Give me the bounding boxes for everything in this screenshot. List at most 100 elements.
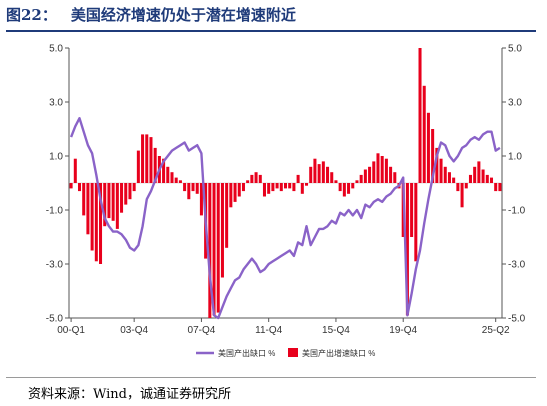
bar xyxy=(174,177,178,183)
bar xyxy=(380,156,384,183)
bar xyxy=(321,161,325,183)
bar xyxy=(145,134,149,183)
bar xyxy=(267,183,271,194)
x-tick-label: 03-Q4 xyxy=(120,325,148,336)
y2-tick-label: 5.0 xyxy=(508,44,522,55)
chart: 5.0 3.0 1.0 -1.0 -3.0 -5.0 5.0 3.0 1.0 -1.0 -3.0 -5… xyxy=(46,44,526,359)
bar xyxy=(225,183,229,248)
x-tick-label: 11-Q4 xyxy=(255,325,282,336)
bar xyxy=(426,112,430,183)
bar xyxy=(254,172,258,183)
bar xyxy=(485,174,489,183)
bar xyxy=(82,183,86,216)
y-tick-label: 5.0 xyxy=(49,44,63,55)
bar xyxy=(275,183,279,189)
bar xyxy=(368,166,372,183)
bar xyxy=(296,174,300,183)
bar xyxy=(191,183,195,192)
y2-tick-label: -3.0 xyxy=(508,260,526,271)
bar xyxy=(342,183,346,197)
bar xyxy=(389,166,393,183)
bar xyxy=(187,183,191,200)
bar xyxy=(443,166,447,183)
line-path xyxy=(69,116,501,320)
bar xyxy=(300,183,304,194)
y2-tick-label: -1.0 xyxy=(508,206,526,217)
bar xyxy=(376,153,380,183)
bar xyxy=(359,174,363,183)
tick-labels: 5.0 3.0 1.0 -1.0 -3.0 -5.0 5.0 3.0 1.0 -1.0 -3.0 -5… xyxy=(46,44,526,337)
bar xyxy=(250,174,254,183)
bar xyxy=(166,166,170,183)
bar xyxy=(229,183,233,208)
bar xyxy=(128,183,132,200)
bar xyxy=(393,172,397,183)
figure-title: 图22： 美国经济增速仍处于潜在增速附近 xyxy=(6,4,296,25)
bar xyxy=(115,183,119,229)
bar xyxy=(124,183,128,205)
source-note: 资料来源：Wind，诚通证券研究所 xyxy=(28,387,231,402)
bar xyxy=(439,158,443,183)
bar xyxy=(456,183,460,192)
bar xyxy=(338,183,342,192)
bar xyxy=(233,183,237,202)
bar xyxy=(136,150,140,183)
y2-tick-label: 3.0 xyxy=(508,98,522,109)
bar xyxy=(473,166,477,183)
bar xyxy=(431,129,435,183)
bar xyxy=(283,183,288,189)
bar xyxy=(477,161,481,183)
bar xyxy=(241,183,245,192)
figure-title-text: 美国经济增速仍处于潜在增速附近 xyxy=(70,6,296,24)
bar xyxy=(372,161,376,183)
bar xyxy=(418,48,422,183)
legend-label-growth-gap: 美国产出增速缺口 % xyxy=(302,348,375,358)
bar xyxy=(405,183,409,316)
bar xyxy=(292,183,296,192)
y-tick-label: 1.0 xyxy=(49,152,63,163)
chart-axes xyxy=(68,48,503,319)
bar xyxy=(111,183,115,221)
y-tick-label: 3.0 xyxy=(49,98,63,109)
figure-number: 图22： xyxy=(6,6,57,24)
x-tick-label: 25-Q2 xyxy=(482,325,510,336)
bar xyxy=(351,183,355,189)
legend-bar-swatch xyxy=(288,348,298,357)
bar xyxy=(460,183,464,208)
bar xyxy=(313,158,317,183)
bar xyxy=(94,183,98,262)
bar xyxy=(334,180,338,183)
bar xyxy=(414,183,418,262)
title-divider xyxy=(6,30,536,32)
bar xyxy=(107,183,111,219)
chart-legend: 美国产出缺口 % 美国产出增速缺口 % xyxy=(196,348,375,358)
bar-series xyxy=(69,48,502,318)
bar xyxy=(410,183,414,237)
bar xyxy=(73,158,77,183)
bar xyxy=(326,166,330,183)
bar xyxy=(422,85,426,183)
bar xyxy=(132,183,136,192)
bar xyxy=(178,180,182,183)
x-tick-label: 15-Q4 xyxy=(322,325,350,336)
x-tick-label: 19-Q4 xyxy=(389,325,417,336)
bar xyxy=(170,172,174,183)
bar xyxy=(120,183,124,213)
y-tick-label: -5.0 xyxy=(46,314,64,325)
x-tick-label: 00-Q1 xyxy=(57,325,85,336)
bar xyxy=(212,183,216,316)
bar xyxy=(262,183,266,197)
bar xyxy=(208,183,212,318)
bar xyxy=(464,183,468,189)
bar xyxy=(149,137,153,183)
bar xyxy=(309,166,313,183)
x-tick-label: 07-Q4 xyxy=(188,325,216,336)
bar xyxy=(363,169,367,183)
bar xyxy=(317,164,321,183)
bar xyxy=(489,177,494,183)
bar xyxy=(481,169,485,183)
bar xyxy=(216,183,220,313)
bar xyxy=(237,183,241,197)
bar xyxy=(384,158,388,183)
y2-tick-label: 1.0 xyxy=(508,152,522,163)
